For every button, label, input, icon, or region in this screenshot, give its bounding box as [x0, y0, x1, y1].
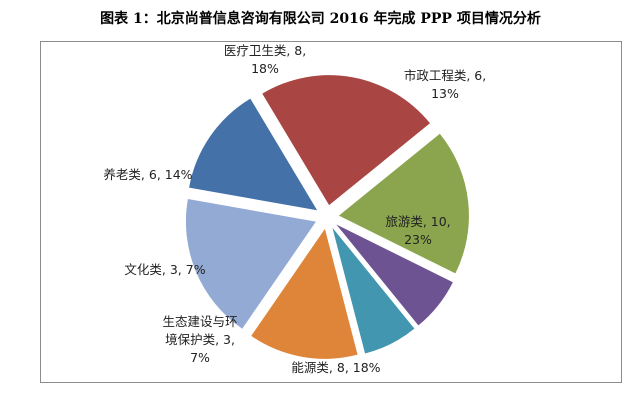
slice-label-line: 23% [404, 232, 432, 247]
slice-label-1: 市政工程类, 6, 13% [404, 68, 486, 101]
pie-slice-3 [338, 133, 469, 274]
slice-label-5: 文化类, 3, 7% [124, 262, 205, 277]
slice-label-4: 生态建设与环境保护类, 3, 7% [162, 314, 237, 365]
slice-label-line: 18% [251, 61, 279, 76]
pie-slice-4 [336, 224, 453, 326]
slice-label-line: 旅游类, 10, [385, 214, 450, 229]
pie-slice-5 [332, 227, 415, 354]
chart-title: 图表 1：北京尚普信息咨询有限公司 2016 年完成 PPP 项目情况分析 [100, 11, 541, 27]
slice-label-7: 医疗卫生类, 8, 18% [224, 43, 306, 76]
slice-label-line: 境保护类, 3, [165, 332, 235, 347]
slice-label-2: 旅游类, 10, 23% [385, 214, 450, 247]
slice-label-3: 能源类, 8, 18% [291, 360, 380, 375]
slice-label-line: 13% [431, 86, 459, 101]
slice-label-line: 文化类, 3, 7% [124, 262, 205, 277]
slice-label-line: 养老类, 6, 14% [103, 167, 192, 182]
pie-slice-6 [251, 228, 358, 359]
slice-label-line: 能源类, 8, 18% [291, 360, 380, 375]
slice-label-line: 7% [190, 350, 210, 365]
pie-slice-7 [185, 199, 316, 329]
slice-label-line: 生态建设与环 [162, 314, 237, 329]
slice-label-line: 医疗卫生类, 8, [224, 43, 306, 58]
slice-label-line: 市政工程类, 6, [404, 68, 486, 83]
pie-slice-1 [189, 98, 318, 211]
pie-slice-2 [262, 75, 430, 206]
slice-label-6: 养老类, 6, 14% [103, 167, 192, 182]
